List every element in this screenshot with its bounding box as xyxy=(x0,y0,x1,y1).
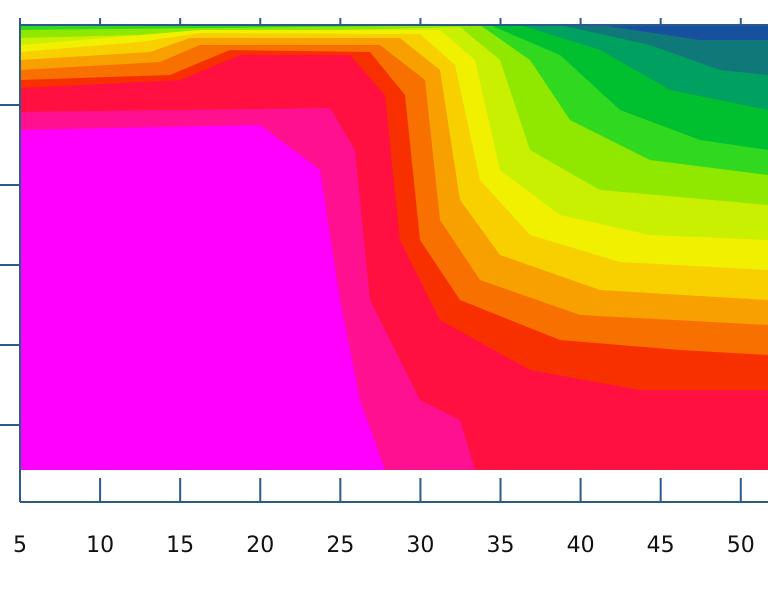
x-tick-label: 20 xyxy=(246,533,274,558)
x-tick-label: 45 xyxy=(647,533,675,558)
x-tick-label: 10 xyxy=(86,533,114,558)
x-tick-label: 5 xyxy=(13,533,27,558)
x-tick-label: 50 xyxy=(727,533,755,558)
x-tick-label: 40 xyxy=(567,533,595,558)
x-tick-label: 15 xyxy=(166,533,194,558)
x-tick-label: 30 xyxy=(406,533,434,558)
contour-field xyxy=(20,25,768,470)
x-tick-label: 25 xyxy=(326,533,354,558)
contour-band xyxy=(20,125,385,470)
x-tick-label: 35 xyxy=(487,533,515,558)
